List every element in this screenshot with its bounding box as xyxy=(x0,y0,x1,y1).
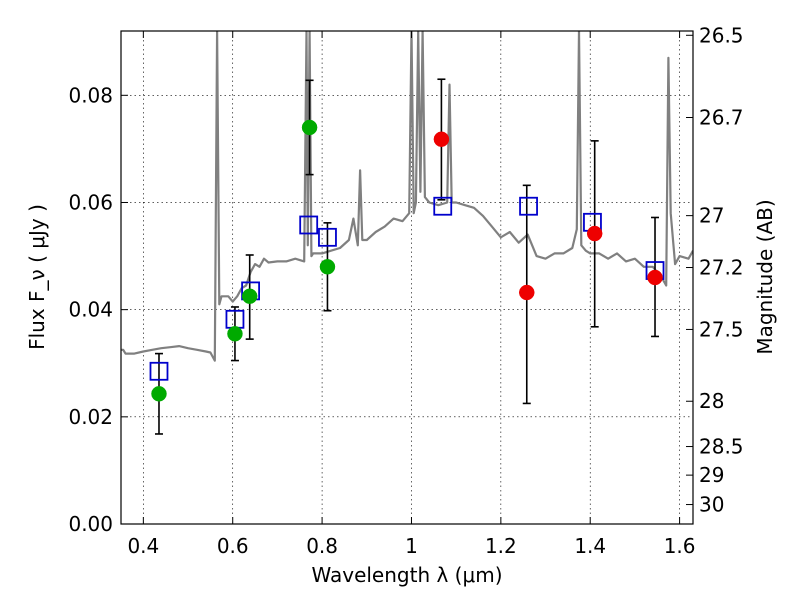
mag-tick-label: 28.5 xyxy=(699,435,744,459)
measured-green-point xyxy=(301,119,318,136)
x-tick-label: 1 xyxy=(405,534,418,558)
mag-tick-label: 27 xyxy=(699,204,724,228)
model-band-square xyxy=(519,196,538,216)
measured-green-point xyxy=(151,386,167,402)
measured-green-point xyxy=(241,288,258,305)
model-band-square xyxy=(299,215,319,235)
y-tick-label: 0.02 xyxy=(68,405,113,429)
plot-area xyxy=(121,31,693,435)
model-band-square xyxy=(318,227,337,247)
measured-green-point xyxy=(227,326,243,342)
y-tick-label: 0.04 xyxy=(68,298,113,322)
measured-red-point xyxy=(519,284,535,301)
mag-tick-label: 26.7 xyxy=(699,106,744,130)
mag-tick-label: 28 xyxy=(699,389,724,413)
model-band-square xyxy=(433,196,453,216)
mag-tick-label: 30 xyxy=(699,493,724,517)
y2-axis-label: Magnitude (AB) xyxy=(753,199,777,354)
y-tick-label: 0.08 xyxy=(68,83,113,107)
x-tick-label: 0.8 xyxy=(306,534,338,558)
axes: 0.4 0.6 0.8 1 1.2 1.4 1.6 0.00 0.02 0.04 0.06 0.08 2… xyxy=(68,23,743,558)
mag-tick-label: 29 xyxy=(699,463,724,487)
y-axis-label: Flux F_ν ( μJy ) xyxy=(25,204,49,350)
x-tick-label: 1.2 xyxy=(485,534,517,558)
x-tick-label: 0.4 xyxy=(127,534,159,558)
x-tick-label: 1.4 xyxy=(574,534,606,558)
y-tick-label: 0.06 xyxy=(68,190,113,214)
x-axis-label: Wavelength λ (μm) xyxy=(311,563,502,587)
measured-green-point xyxy=(319,259,336,275)
mag-tick-label: 27.5 xyxy=(699,317,744,341)
mag-tick-label: 26.5 xyxy=(699,23,744,47)
model-spectrum-line xyxy=(121,31,693,362)
x-tick-label: 0.6 xyxy=(217,534,249,558)
y-tick-label: 0.00 xyxy=(68,512,113,536)
plot-frame xyxy=(120,30,694,525)
measured-red-point xyxy=(647,269,663,286)
x-tick-label: 1.6 xyxy=(664,534,696,558)
measured-red-point xyxy=(586,225,603,242)
measured-red-point xyxy=(433,131,450,147)
model-band-square xyxy=(149,361,169,381)
mag-tick-label: 27.2 xyxy=(699,256,744,280)
